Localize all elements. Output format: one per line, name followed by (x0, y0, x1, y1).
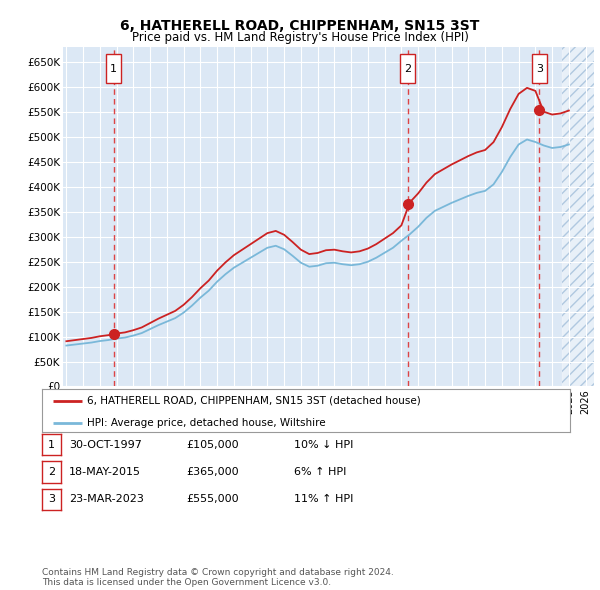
Text: 6, HATHERELL ROAD, CHIPPENHAM, SN15 3ST: 6, HATHERELL ROAD, CHIPPENHAM, SN15 3ST (121, 19, 479, 33)
Text: HPI: Average price, detached house, Wiltshire: HPI: Average price, detached house, Wilt… (87, 418, 326, 428)
Text: 1: 1 (110, 64, 117, 74)
Text: 2: 2 (48, 467, 55, 477)
Text: 6, HATHERELL ROAD, CHIPPENHAM, SN15 3ST (detached house): 6, HATHERELL ROAD, CHIPPENHAM, SN15 3ST … (87, 396, 421, 406)
Text: 1: 1 (48, 440, 55, 450)
Text: 6% ↑ HPI: 6% ↑ HPI (294, 467, 346, 477)
Text: 10% ↓ HPI: 10% ↓ HPI (294, 440, 353, 450)
Text: 11% ↑ HPI: 11% ↑ HPI (294, 494, 353, 504)
Text: 2: 2 (404, 64, 411, 74)
Text: 30-OCT-1997: 30-OCT-1997 (69, 440, 142, 450)
Text: Price paid vs. HM Land Registry's House Price Index (HPI): Price paid vs. HM Land Registry's House … (131, 31, 469, 44)
Text: 18-MAY-2015: 18-MAY-2015 (69, 467, 141, 477)
Text: £365,000: £365,000 (186, 467, 239, 477)
Text: £555,000: £555,000 (186, 494, 239, 504)
Text: 23-MAR-2023: 23-MAR-2023 (69, 494, 144, 504)
FancyBboxPatch shape (106, 54, 121, 83)
Text: 3: 3 (48, 494, 55, 504)
Bar (562, 47, 600, 386)
FancyBboxPatch shape (400, 54, 415, 83)
Text: 3: 3 (536, 64, 543, 74)
FancyBboxPatch shape (532, 54, 547, 83)
Bar (562, 47, 600, 386)
Text: £105,000: £105,000 (186, 440, 239, 450)
Text: Contains HM Land Registry data © Crown copyright and database right 2024.
This d: Contains HM Land Registry data © Crown c… (42, 568, 394, 587)
